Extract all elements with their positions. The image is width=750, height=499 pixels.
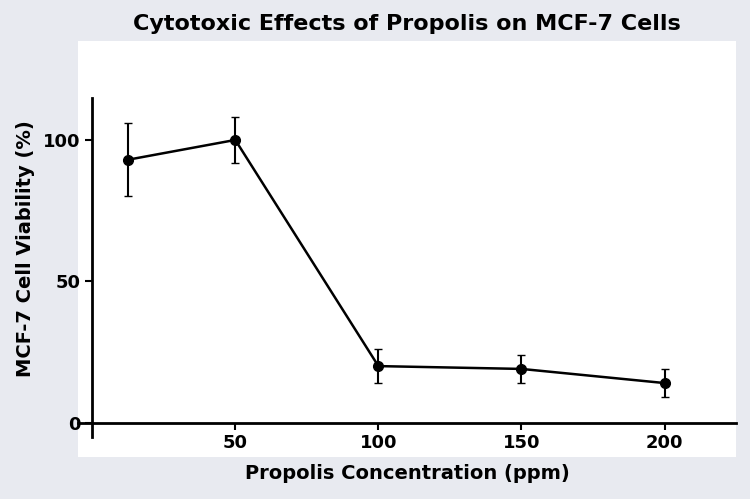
Y-axis label: MCF-7 Cell Viability (%): MCF-7 Cell Viability (%) (16, 120, 34, 377)
Title: Cytotoxic Effects of Propolis on MCF-7 Cells: Cytotoxic Effects of Propolis on MCF-7 C… (134, 14, 681, 34)
X-axis label: Propolis Concentration (ppm): Propolis Concentration (ppm) (244, 464, 569, 483)
